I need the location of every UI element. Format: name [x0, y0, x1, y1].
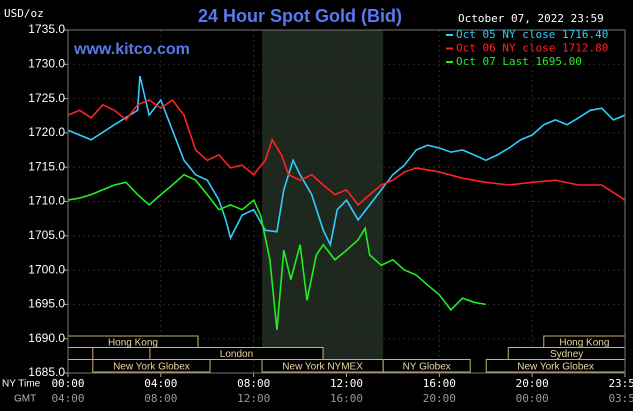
- session-bar: [382, 359, 471, 373]
- plot-frame: [67, 29, 626, 374]
- session-bar: [67, 347, 94, 360]
- gmt-label: GMT: [14, 394, 36, 405]
- gmt-tick-label: 03:59: [608, 392, 633, 405]
- y-tick-label: 1715.0: [28, 159, 65, 173]
- series-line: [67, 75, 626, 248]
- site-label: www.kitco.com: [73, 41, 190, 58]
- y-tick-label: 1710.0: [28, 194, 65, 208]
- y-tick-label: 1720.0: [28, 125, 65, 139]
- x-tick-label: 00:00: [51, 377, 84, 390]
- series-line: [67, 98, 626, 207]
- gmt-tick-label: 04:00: [51, 392, 84, 405]
- ny-time-label: NY Time: [2, 379, 41, 390]
- x-tick-label: 08:00: [237, 377, 270, 390]
- x-tick-label: 23:59: [608, 377, 633, 390]
- session-bar: [149, 347, 324, 360]
- x-tick-label: 16:00: [423, 377, 456, 390]
- y-tick-label: 1695.0: [28, 297, 65, 311]
- y-tick-label: 1690.0: [28, 331, 65, 345]
- legend-label: Oct 05 NY close 1716.40: [456, 28, 608, 41]
- session-label: Sydney: [550, 349, 583, 360]
- y-tick-label: 1730.0: [28, 56, 65, 70]
- session-label: London: [220, 349, 253, 360]
- gmt-tick-label: 16:00: [330, 392, 363, 405]
- session-label: Hong Kong: [559, 337, 609, 348]
- session-bar: [92, 359, 211, 373]
- chart-title: 24 Hour Spot Gold (Bid): [198, 6, 402, 26]
- unit-label: USD/oz: [4, 7, 44, 20]
- session-label: New York Globex: [113, 361, 190, 372]
- series-line: [67, 173, 486, 330]
- plot-area: 1685.0 1690.0 1695.0 1700.0 1705.0 1710.0 1715…: [28, 22, 633, 405]
- timestamp: October 07, 2022 23:59: [458, 12, 604, 25]
- x-tick-label: 04:00: [144, 377, 177, 390]
- session-label: New York NYMEX: [282, 361, 363, 372]
- gmt-tick-label: 20:00: [423, 392, 456, 405]
- y-tick-label: 1705.0: [28, 228, 65, 242]
- x-tick-label: 12:00: [330, 377, 363, 390]
- y-tick-label: 1685.0: [28, 365, 65, 379]
- legend-label: Oct 07 Last 1695.00: [456, 55, 582, 68]
- y-tick-label: 1735.0: [28, 22, 65, 36]
- session-label: NY Globex: [403, 361, 451, 372]
- y-tick-label: 1700.0: [28, 262, 65, 276]
- gmt-tick-label: 08:00: [144, 392, 177, 405]
- session-label: Hong Kong: [108, 337, 158, 348]
- gmt-tick-label: 00:00: [516, 392, 549, 405]
- y-tick-label: 1725.0: [28, 91, 65, 105]
- session-label: New York Globex: [517, 361, 594, 372]
- legend-label: Oct 06 NY close 1712.80: [456, 42, 608, 55]
- gmt-tick-label: 12:00: [237, 392, 270, 405]
- x-tick-label: 20:00: [516, 377, 549, 390]
